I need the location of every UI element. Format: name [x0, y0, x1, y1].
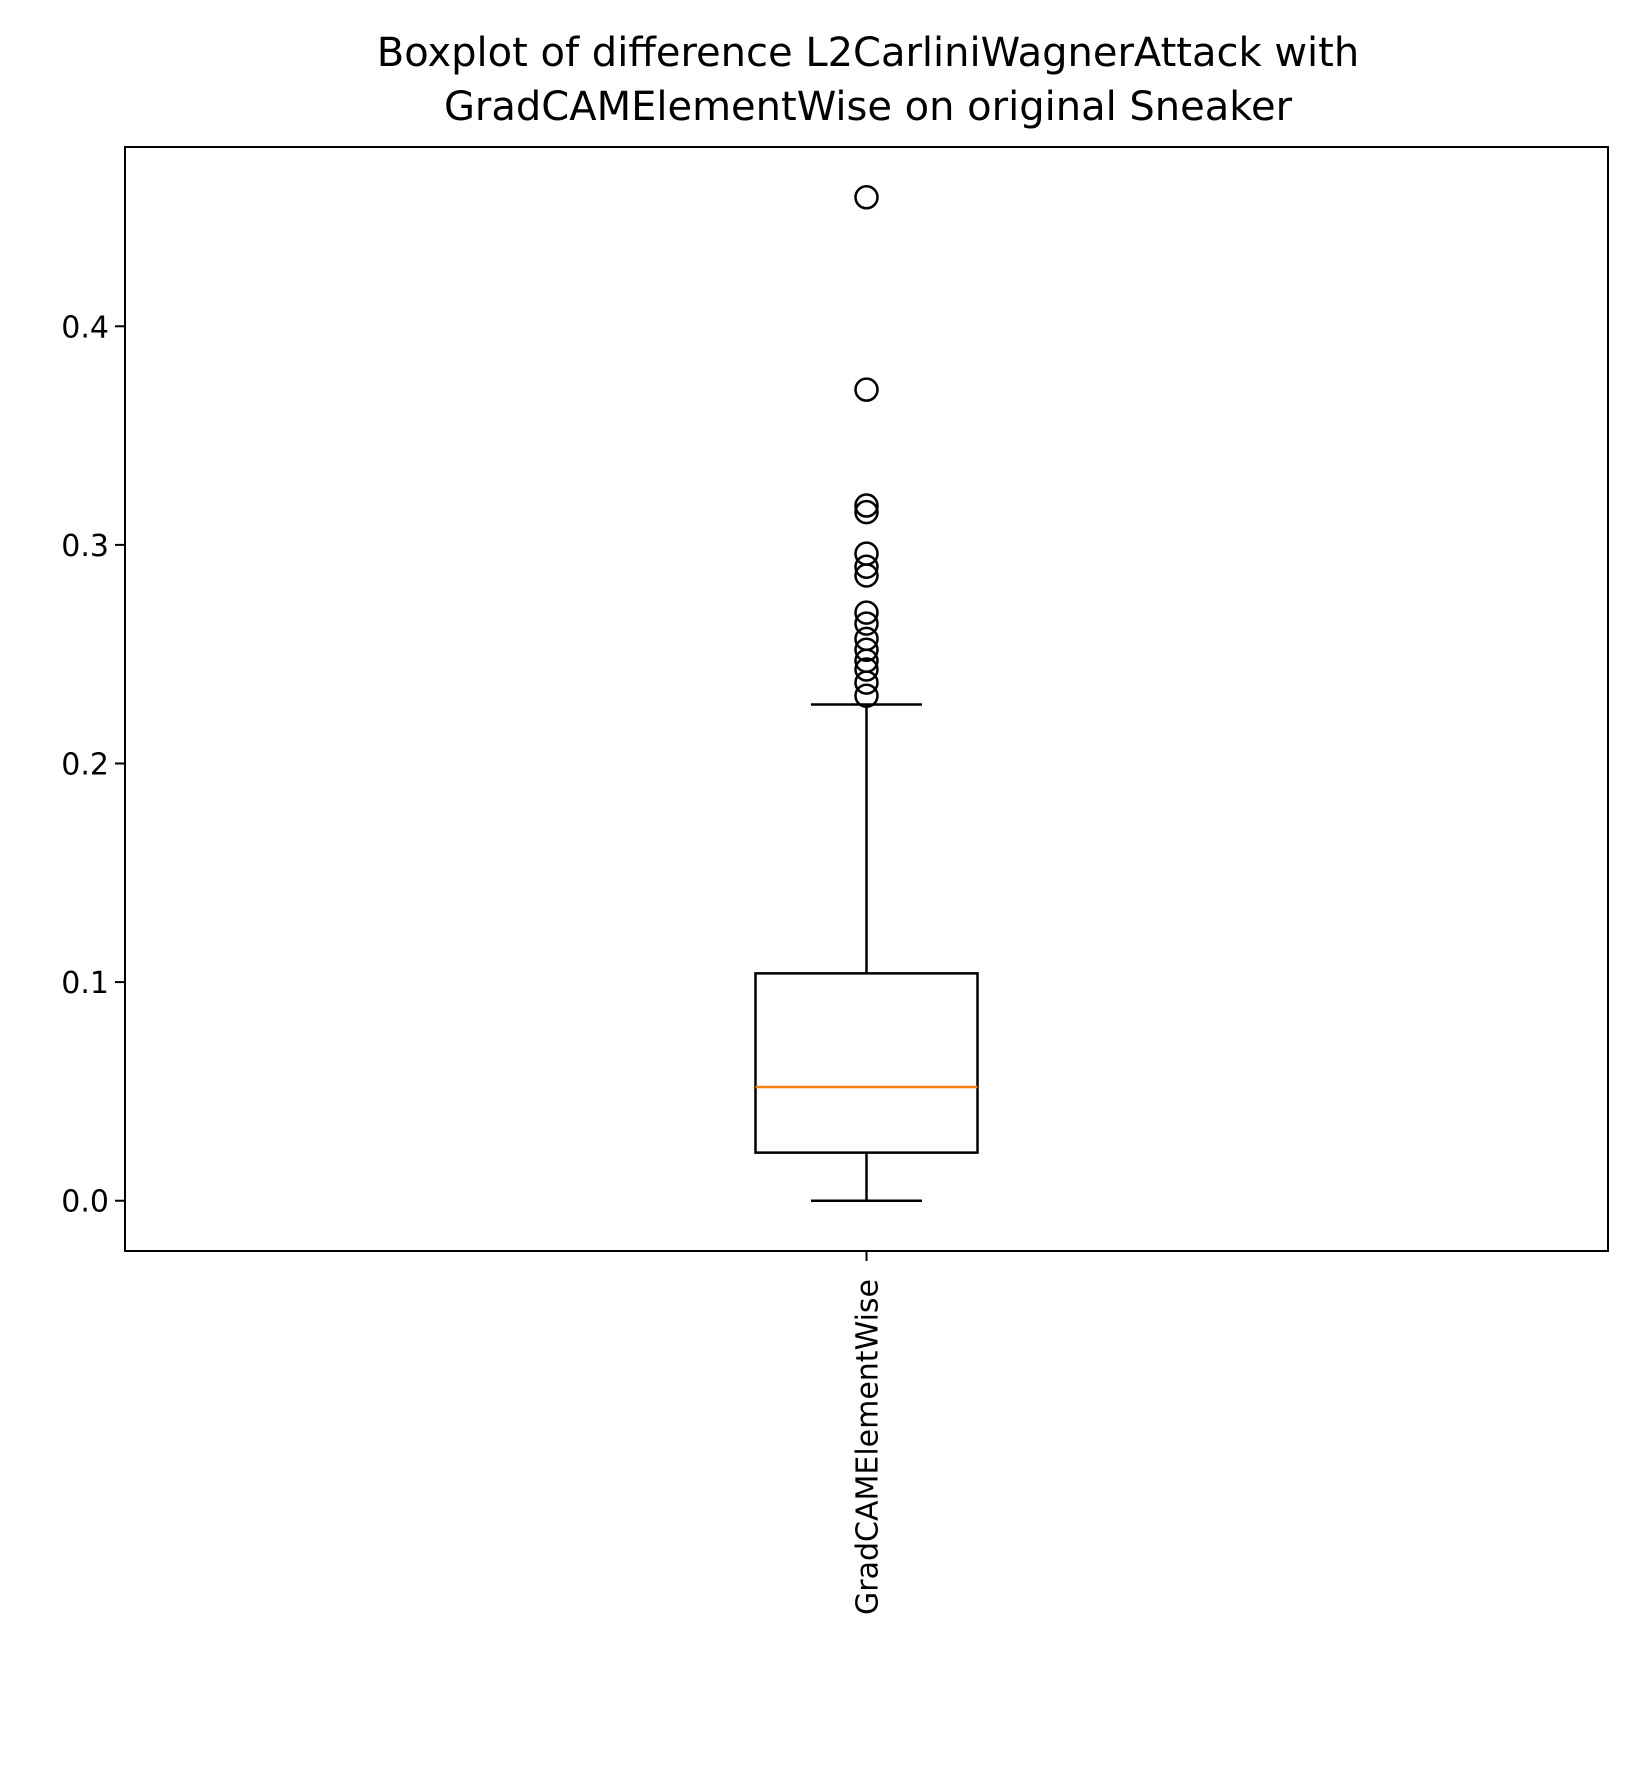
y-tick-label: 0.3 [61, 529, 109, 564]
x-tick-label: GradCAMElementWise [851, 1279, 886, 1615]
outlier-point [854, 185, 879, 210]
outlier-point [854, 657, 879, 682]
outlier-point [854, 670, 879, 695]
y-tick-label: 0.1 [61, 966, 109, 1001]
outlier-point [854, 541, 879, 566]
y-tick-label: 0.4 [61, 310, 109, 345]
plot-area-frame [124, 146, 1609, 1252]
y-axis: 0.0 0.1 0.2 0.3 0.4 [61, 310, 125, 1220]
outlier-point [854, 600, 879, 625]
box-group [754, 185, 979, 1202]
outlier-point [854, 563, 879, 588]
outlier-point [854, 611, 879, 636]
outlier-point [854, 493, 879, 518]
x-axis: GradCAMElementWise [851, 1251, 886, 1615]
outlier-point [854, 637, 879, 663]
y-tick-label: 0.0 [61, 1185, 109, 1220]
box-0 [754, 185, 979, 1202]
chart-title-line-1: Boxplot of difference L2CarliniWagnerAtt… [377, 30, 1359, 76]
outlier-point [854, 377, 879, 402]
iqr-box [754, 972, 979, 1154]
y-tick-label: 0.2 [61, 747, 109, 782]
outlier-point [854, 499, 879, 525]
outlier-point [854, 554, 879, 579]
chart-title-line-2: GradCAMElementWise on original Sneaker [444, 84, 1293, 130]
outlier-point [854, 683, 879, 708]
